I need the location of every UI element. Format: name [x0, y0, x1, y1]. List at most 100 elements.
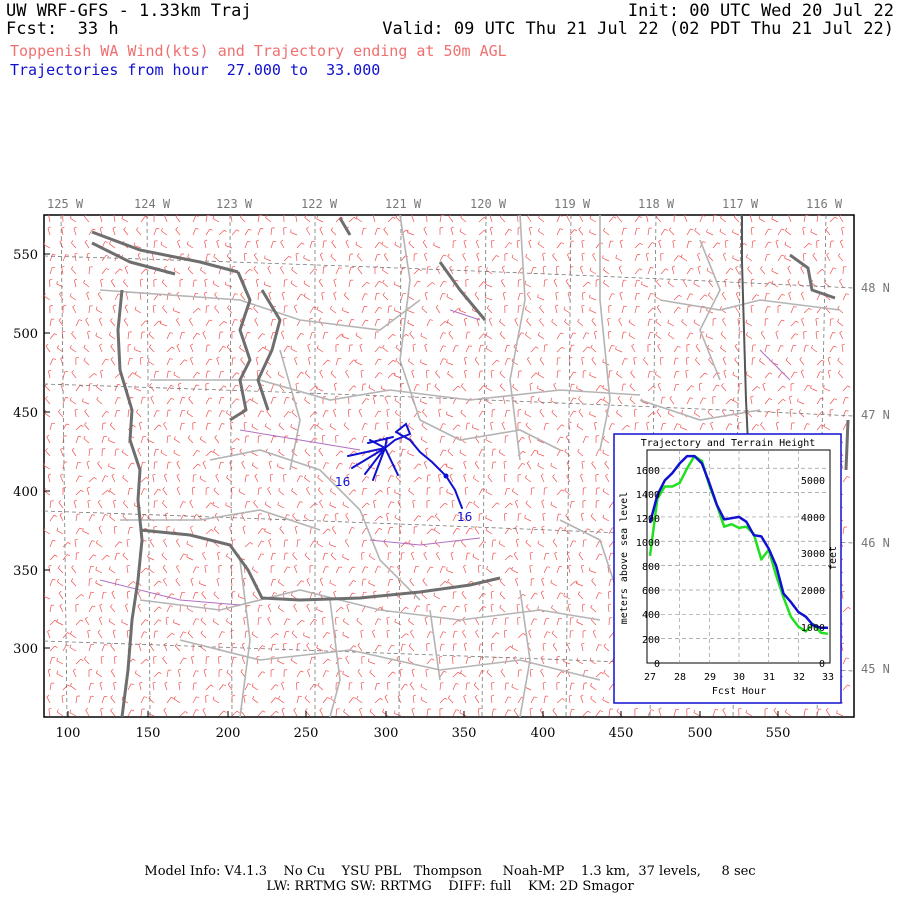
wind-barb-flag [517, 239, 521, 242]
wind-barb-flag [564, 526, 567, 530]
wind-barb [628, 335, 636, 340]
wind-barb [110, 346, 116, 353]
wind-barb [646, 423, 649, 431]
wind-barb-flag [176, 486, 180, 489]
wind-barb [656, 307, 662, 314]
wind-barb-flag [559, 527, 563, 529]
wind-barb [499, 580, 506, 587]
wind-barb [270, 697, 276, 704]
wind-barb [556, 370, 559, 379]
wind-barb-flag [214, 434, 218, 438]
wind-barb-flag [490, 694, 495, 697]
wind-barb [541, 501, 545, 509]
wind-barb [517, 463, 523, 470]
wind-barb [555, 306, 558, 314]
wind-barb [291, 632, 298, 639]
wind-barb-flag [109, 241, 112, 244]
wind-barb-flag [335, 344, 339, 346]
wind-barb [578, 411, 584, 418]
wind-barb [83, 347, 90, 353]
wind-barb [108, 620, 116, 626]
wind-barb [633, 410, 636, 418]
wind-barb [277, 660, 285, 665]
wind-barb [147, 361, 155, 366]
wind-barb-flag [394, 281, 396, 285]
inset-left-tick: 1600 [636, 466, 660, 477]
wind-barb-flag [176, 291, 180, 295]
wind-barb-flag [444, 581, 448, 584]
wind-barb [422, 580, 428, 587]
wind-barb [342, 556, 350, 561]
wind-barb-flag [325, 670, 329, 672]
wind-barb [592, 254, 597, 262]
wind-barb-flag [106, 268, 109, 271]
wind-barb [452, 605, 457, 613]
wind-barb [342, 310, 350, 314]
wind-barb-flag [290, 229, 292, 233]
wind-barb-flag [751, 226, 755, 229]
wind-barb [569, 229, 575, 236]
wind-barb-flag [148, 695, 151, 699]
wind-barb [140, 488, 145, 496]
wind-barb-flag [105, 358, 109, 361]
wind-barb [425, 670, 428, 678]
wind-barb-flag [460, 513, 463, 517]
wind-barb-flag [496, 502, 500, 505]
wind-barb [212, 620, 220, 626]
wind-barb-flag [147, 554, 149, 558]
wind-barb-flag [94, 373, 97, 376]
wind-barb-flag [686, 356, 690, 359]
wind-barb-flag [836, 710, 838, 714]
wind-barb-flag [340, 606, 344, 610]
wind-barb [359, 709, 363, 717]
wind-barb-flag [815, 330, 820, 333]
wind-barb-flag [325, 410, 329, 412]
wind-barb [368, 387, 376, 392]
wind-barb [231, 710, 238, 717]
wind-barb-flag [581, 460, 585, 463]
wind-barb [374, 358, 379, 366]
wind-barb [421, 594, 428, 600]
wind-barb-flag [343, 292, 347, 296]
wind-barb [335, 617, 337, 626]
wind-barb [270, 319, 274, 327]
wind-barb [491, 240, 493, 249]
wind-barb [552, 476, 558, 483]
wind-barb [563, 661, 571, 665]
wind-barb-flag [366, 398, 370, 401]
wind-barb-flag [330, 552, 334, 556]
wind-barb-flag [99, 616, 103, 619]
wind-barb [369, 711, 376, 717]
wind-barb-flag [564, 318, 567, 322]
wind-barb [837, 360, 844, 366]
wind-barb [306, 579, 311, 587]
wind-barb-flag [360, 369, 364, 372]
wind-barb-flag [472, 475, 475, 479]
wind-barb [240, 359, 246, 366]
wind-barb-flag [450, 226, 454, 229]
wind-barb-flag [821, 424, 825, 427]
wind-barb [751, 357, 753, 366]
wind-barb-flag [690, 228, 694, 231]
wind-barb [109, 568, 116, 574]
wind-barb-flag [407, 358, 410, 362]
wind-barb-flag [656, 215, 659, 218]
wind-barb-flag [339, 462, 343, 465]
wind-barb [386, 618, 389, 626]
wind-barb-flag [134, 385, 136, 389]
wind-barb [801, 319, 805, 327]
wind-barb-flag [318, 278, 322, 282]
wind-barb [569, 709, 572, 717]
wind-barb-flag [465, 486, 469, 489]
wind-barb [329, 544, 337, 548]
wind-barb [153, 461, 156, 470]
wind-barb [361, 306, 365, 314]
wind-barb [134, 349, 142, 353]
wind-barb-flag [186, 410, 189, 414]
wind-barb [527, 215, 532, 223]
wind-barb [231, 384, 236, 392]
wind-barb [446, 361, 454, 366]
wind-barb-flag [278, 422, 281, 426]
wind-barb [683, 280, 688, 288]
wind-barb [153, 371, 157, 379]
